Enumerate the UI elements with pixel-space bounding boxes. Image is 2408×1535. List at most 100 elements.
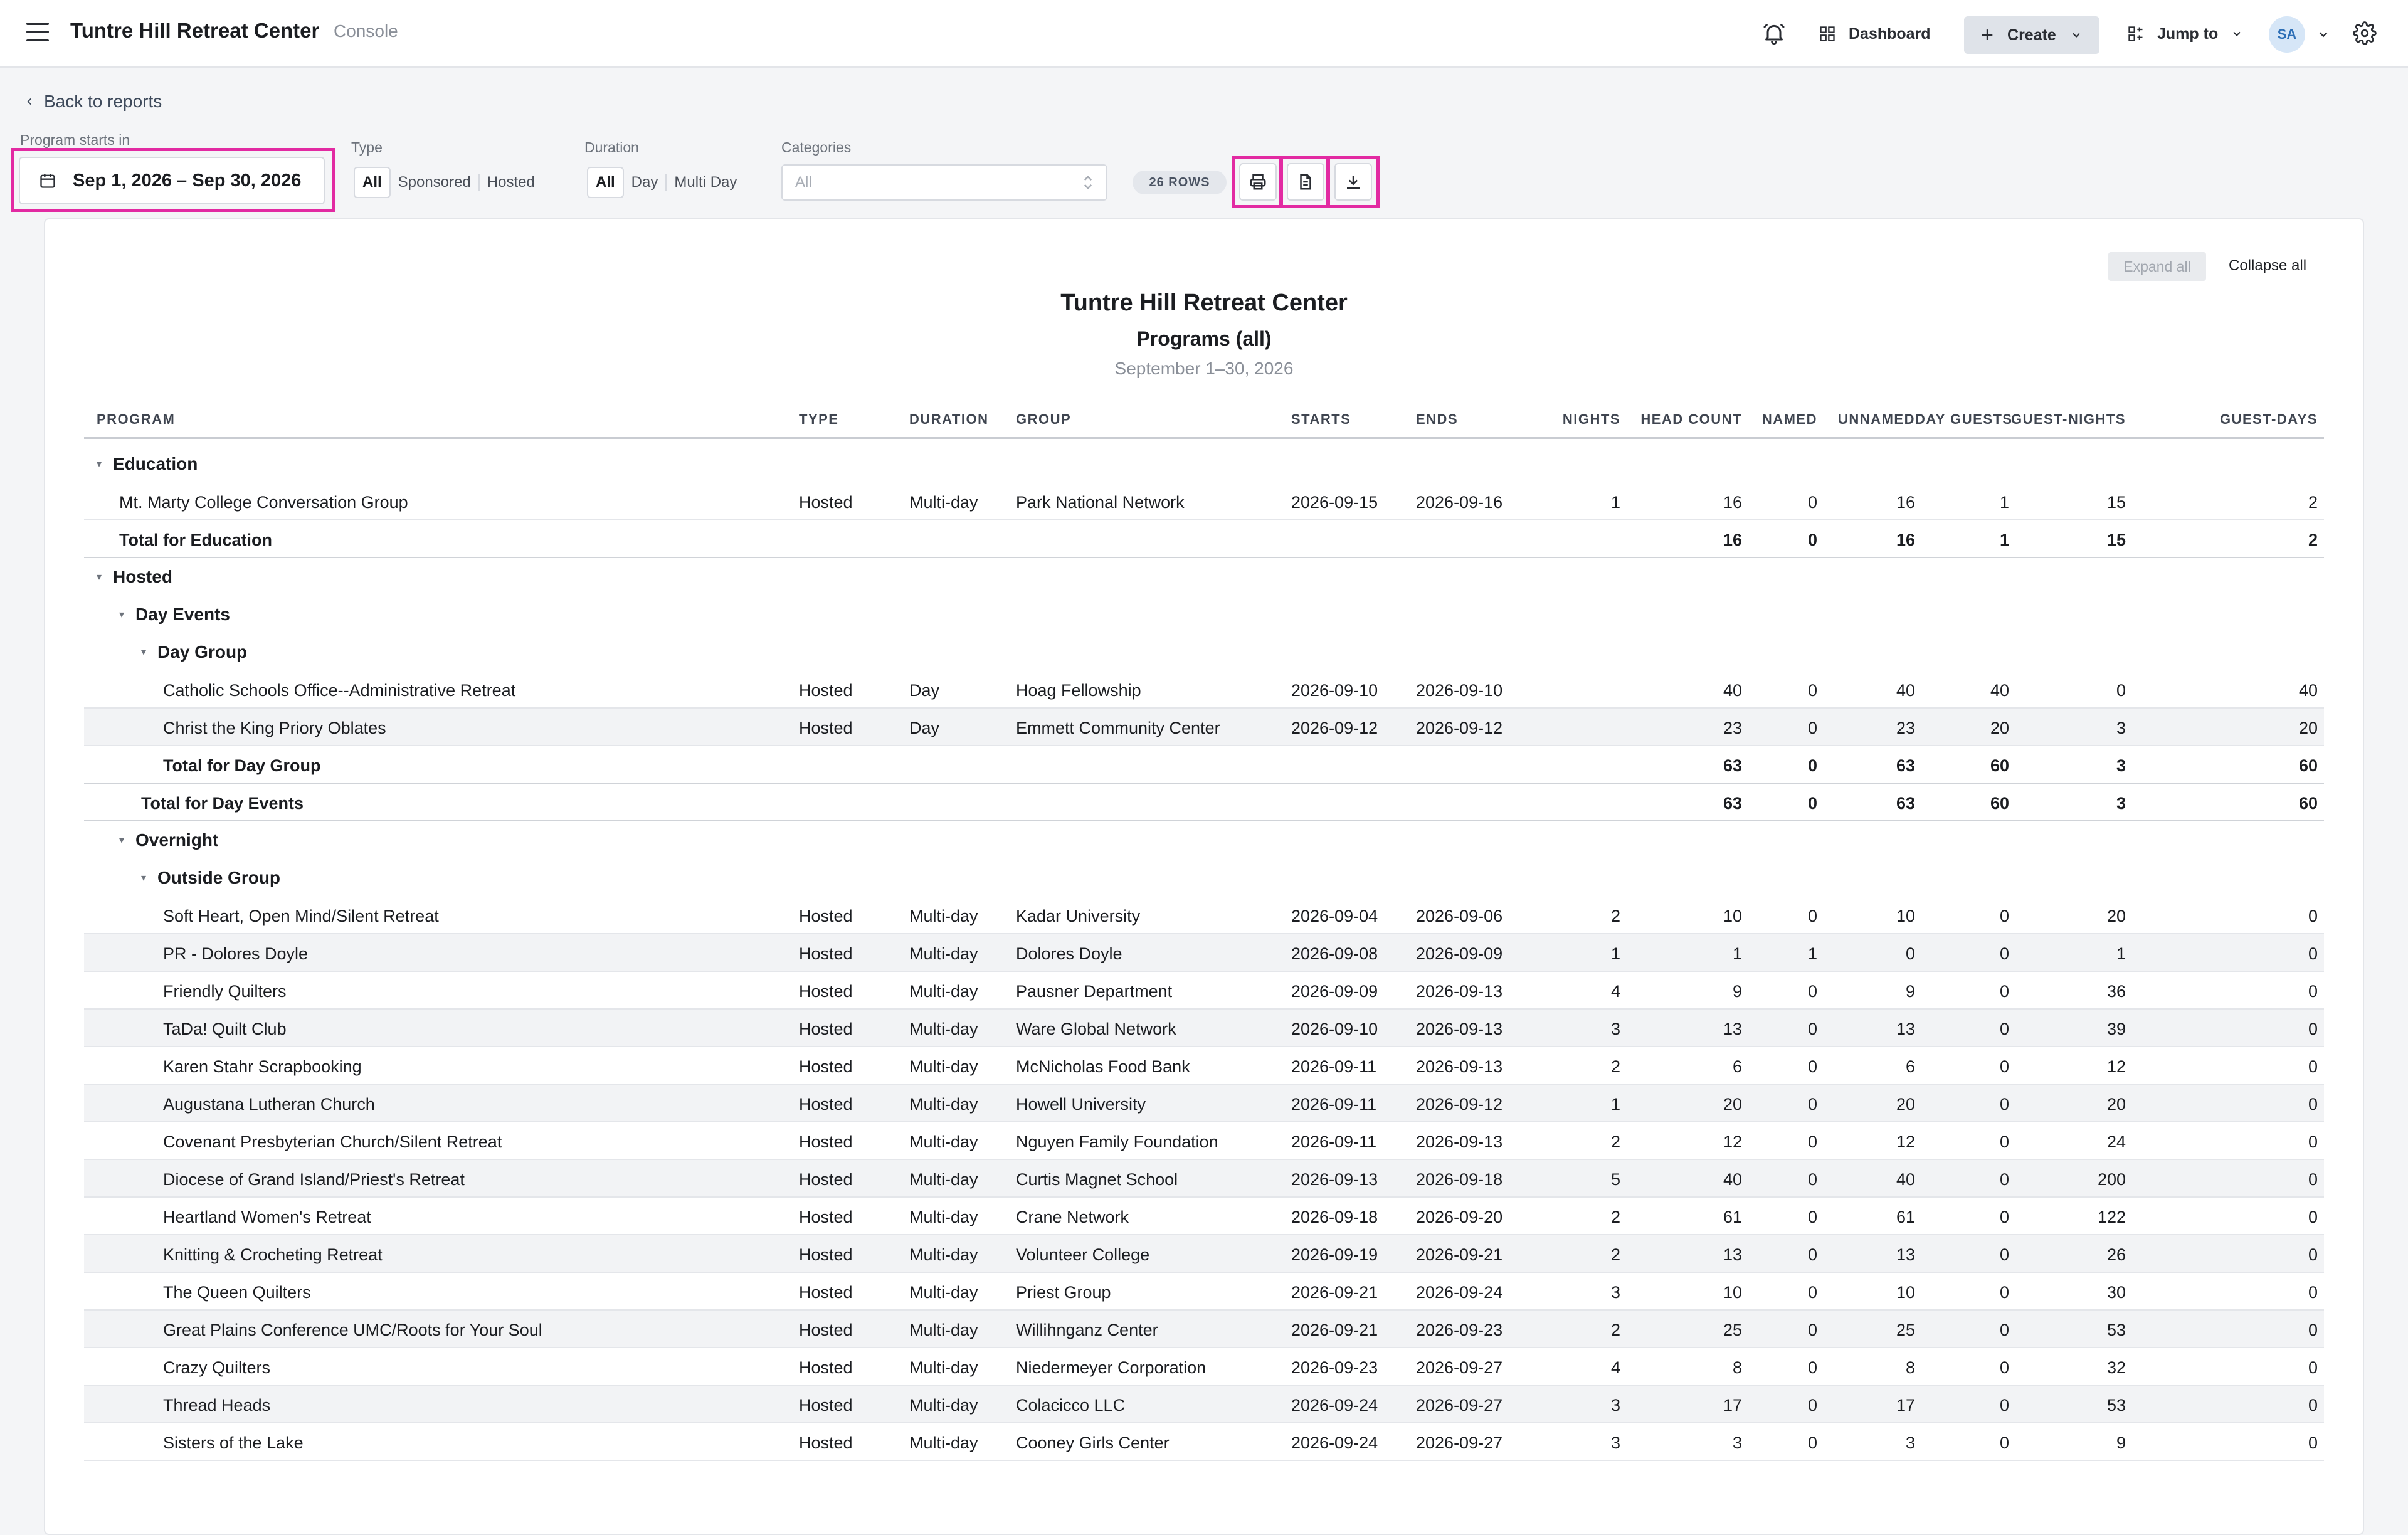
expand-all-button[interactable]: Expand all: [2108, 252, 2206, 281]
cell-program: Diocese of Grand Island/Priest's Retreat: [163, 1170, 465, 1189]
column-header-nights: NIGHTS: [1562, 411, 1620, 427]
avatar[interactable]: SA: [2269, 16, 2305, 53]
menu-icon[interactable]: [26, 23, 49, 41]
cell-unnamed: 17: [1896, 1396, 1915, 1415]
export-pdf-button[interactable]: [1287, 163, 1324, 201]
cell-head-count: 12: [1723, 1132, 1742, 1151]
download-button[interactable]: [1334, 163, 1372, 201]
type-option-sponsored[interactable]: Sponsored: [398, 174, 471, 191]
cell-starts: 2026-09-21: [1291, 1321, 1378, 1339]
cell-named: 0: [1807, 1283, 1817, 1302]
group-toggle[interactable]: ▾ Education: [97, 454, 198, 474]
cell-named: 0: [1807, 1095, 1817, 1114]
report-title: Tuntre Hill Retreat Center: [1060, 290, 1348, 316]
type-option-hosted[interactable]: Hosted: [487, 174, 535, 191]
jump-to-menu[interactable]: Jump to: [2127, 19, 2243, 49]
cell-group: Crane Network: [1016, 1208, 1129, 1226]
cell-day-guests: 1: [1999, 493, 2009, 512]
cell-starts: 2026-09-12: [1291, 719, 1378, 737]
duration-option-day[interactable]: Day: [631, 174, 658, 191]
total-label: Total for Education: [119, 530, 272, 549]
print-button[interactable]: [1239, 163, 1277, 201]
cell-head-count: 16: [1723, 493, 1742, 512]
column-header-group: GROUP: [1016, 411, 1072, 427]
jump-icon: [2128, 26, 2143, 41]
group-toggle[interactable]: ▾ Day Group: [141, 642, 247, 662]
gear-icon[interactable]: [2353, 21, 2377, 45]
spacer: [84, 439, 2324, 445]
cell-duration: Multi-day: [909, 1132, 978, 1151]
cell-nights: 4: [1610, 982, 1620, 1001]
cell-day-guests: 0: [1999, 907, 2009, 926]
date-range-picker[interactable]: Sep 1, 2026 – Sep 30, 2026: [19, 157, 325, 204]
group-toggle[interactable]: ▾ Day Events: [119, 604, 230, 625]
group-toggle[interactable]: ▾ Overnight: [119, 830, 218, 850]
back-to-reports-link[interactable]: Back to reports: [24, 92, 162, 112]
cell-guest-days: 2: [2308, 493, 2318, 512]
dashboard-link[interactable]: Dashboard: [1819, 19, 1931, 49]
cell-program: Crazy Quilters: [163, 1358, 271, 1377]
create-button[interactable]: + Create: [1964, 16, 2099, 54]
cell-named: 0: [1807, 982, 1817, 1001]
caret-down-icon: ▾: [119, 609, 125, 620]
cell-named: 0: [1807, 493, 1817, 512]
cell-named: 1: [1807, 944, 1817, 963]
total-guest-days: 60: [2298, 756, 2318, 775]
cell-nights: 5: [1610, 1170, 1620, 1189]
cell-nights: 2: [1610, 907, 1620, 926]
cell-named: 0: [1807, 1132, 1817, 1151]
total-guest-days: 2: [2308, 530, 2318, 549]
column-header-guest-days: GUEST-DAYS: [2219, 411, 2318, 427]
app-title: Tuntre Hill Retreat Center: [70, 19, 320, 42]
cell-program: Karen Stahr Scrapbooking: [163, 1057, 362, 1076]
cell-day-guests: 0: [1999, 1321, 2009, 1339]
cell-ends: 2026-09-09: [1416, 944, 1503, 963]
collapse-all-button[interactable]: Collapse all: [2229, 257, 2307, 274]
cell-day-guests: 40: [1990, 681, 2009, 700]
notification-bell-icon[interactable]: [1761, 20, 1787, 46]
cell-starts: 2026-09-18: [1291, 1208, 1378, 1226]
duration-option-all[interactable]: All: [587, 167, 624, 198]
cell-type: Hosted: [799, 907, 853, 926]
cell-guest-days: 0: [2308, 1170, 2318, 1189]
cell-group: Cooney Girls Center: [1016, 1433, 1170, 1452]
cell-type: Hosted: [799, 1095, 853, 1114]
group-toggle[interactable]: ▾ Hosted: [97, 567, 172, 587]
cell-starts: 2026-09-23: [1291, 1358, 1378, 1377]
cell-type: Hosted: [799, 493, 853, 512]
cell-type: Hosted: [799, 1321, 853, 1339]
type-option-all[interactable]: All: [354, 167, 391, 198]
cell-duration: Multi-day: [909, 1095, 978, 1114]
cell-guest-days: 0: [2308, 1095, 2318, 1114]
cell-ends: 2026-09-21: [1416, 1245, 1503, 1264]
cell-duration: Multi-day: [909, 944, 978, 963]
cell-unnamed: 20: [1896, 1095, 1915, 1114]
cell-named: 0: [1807, 681, 1817, 700]
group-label: Education: [113, 454, 198, 473]
cell-ends: 2026-09-23: [1416, 1321, 1503, 1339]
cell-nights: 2: [1610, 1245, 1620, 1264]
cell-type: Hosted: [799, 1358, 853, 1377]
group-toggle[interactable]: ▾ Outside Group: [141, 868, 280, 888]
duration-option-multi-day[interactable]: Multi Day: [674, 174, 737, 191]
cell-head-count: 1: [1732, 944, 1742, 963]
categories-value: All: [795, 174, 812, 191]
cell-ends: 2026-09-18: [1416, 1170, 1503, 1189]
cell-group: Pausner Department: [1016, 982, 1173, 1001]
cell-head-count: 20: [1723, 1095, 1742, 1114]
chevron-down-icon[interactable]: [2316, 28, 2330, 41]
cell-unnamed: 13: [1896, 1245, 1915, 1264]
categories-select[interactable]: All: [781, 164, 1107, 201]
cell-starts: 2026-09-11: [1291, 1095, 1377, 1114]
cell-duration: Multi-day: [909, 1283, 978, 1302]
caret-down-icon: ▾: [97, 459, 102, 470]
cell-ends: 2026-09-13: [1416, 982, 1503, 1001]
table-body: ▾ Education Mt. Marty College Conversation…: [84, 439, 2324, 1461]
cell-unnamed: 0: [1905, 944, 1915, 963]
cell-type: Hosted: [799, 1433, 853, 1452]
cell-guest-nights: 53: [2106, 1396, 2126, 1415]
cell-unnamed: 16: [1896, 493, 1915, 512]
cell-head-count: 61: [1723, 1208, 1742, 1226]
cell-unnamed: 12: [1896, 1132, 1915, 1151]
cell-guest-nights: 122: [2097, 1208, 2126, 1226]
